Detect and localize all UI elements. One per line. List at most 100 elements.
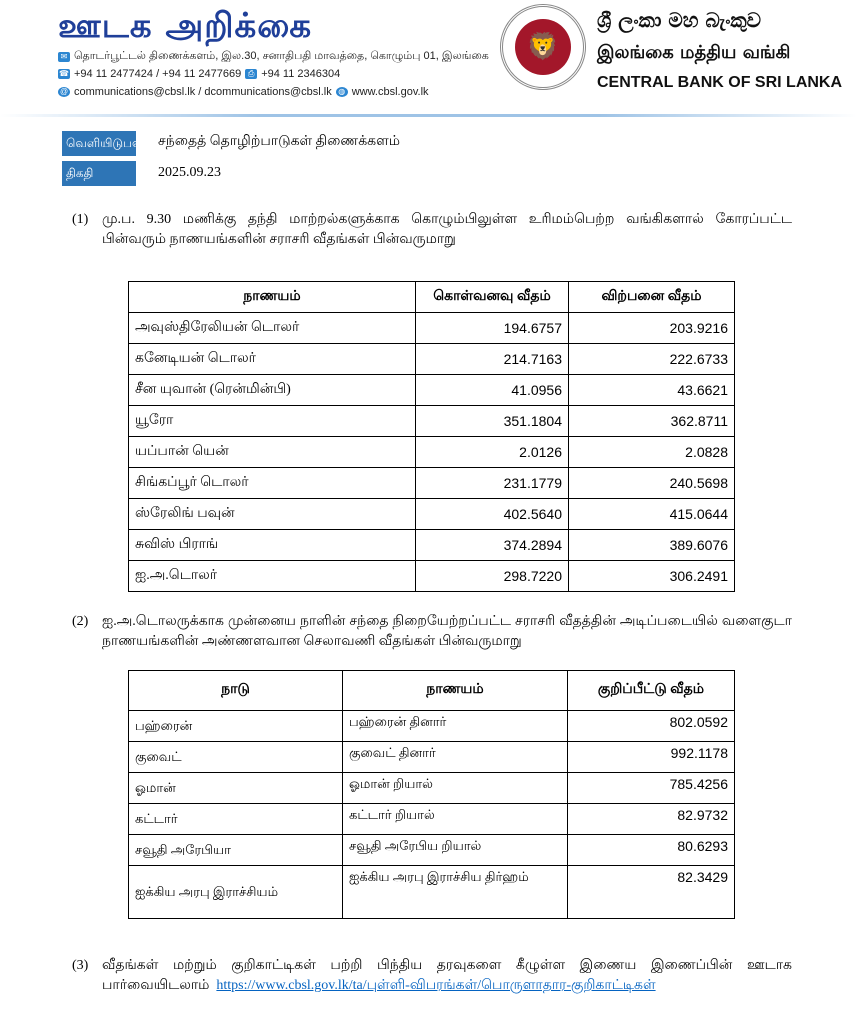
table-cell: 298.7220 [415,560,569,592]
date-label: திகதி [62,161,136,186]
table-cell: ஐக்கிய அரபு இராச்சிய திர்ஹம் [342,865,568,919]
table-cell: 992.1178 [567,741,735,773]
gulf-rates-table: நாடு நாணயம் குறிப்பீட்டு வீதம் பஹ்ரைன் பஹ்ர… [128,670,735,919]
section-3-text: (3) வீதங்கள் மற்றும் குறிகாட்டிகள் பற்றி … [72,956,792,996]
table-cell: சிங்கப்பூர் டொலர் [128,467,416,499]
table-cell: ஐக்கிய அரபு இராச்சியம் [128,865,343,919]
table-row: சீன யுவான் (ரென்மின்பி) 41.0956 43.6621 [128,374,735,406]
date: 2025.09.23 [158,165,221,180]
table-cell: 785.4256 [567,772,735,804]
table-cell: பஹ்ரைன் தினார் [342,710,568,742]
section-number: (2) [72,614,89,629]
table-row: சுவிஸ் பிராங் 374.2894 389.6076 [128,529,735,561]
table-cell: 41.0956 [415,374,569,406]
issued-by-label: வெளியிடுபவர் [62,131,150,156]
table-row: ஐ.அ.டொலர் 298.7220 306.2491 [128,560,735,592]
phone-line: ☎ +94 11 2477424 / +94 11 2477669 ⎙ +94 11 … [58,68,340,80]
table-cell: 80.6293 [567,834,735,866]
fax-icon: ⎙ [245,69,258,79]
cbsl-seal-logo: 🦁 [500,4,586,90]
mail-icon: ✉ [58,52,70,62]
table-cell: 2.0828 [568,436,735,468]
section-number: (3) [72,958,89,973]
table-cell: 43.6621 [568,374,735,406]
email-line: @ communications@cbsl.lk / dcommunication… [58,86,429,98]
table-cell: அவுஸ்திரேலியன் டொலர் [128,312,416,344]
col-header: நாடு [128,670,343,711]
table-row: ஸ்ரேலிங் பவுன் 402.5640 415.0644 [128,498,735,530]
paragraph: மு.ப. 9.30 மணிக்கு தந்தி மாற்றல்களுக்காக… [102,212,792,247]
table-cell: 802.0592 [567,710,735,742]
table-cell: ஸ்ரேலிங் பவுன் [128,498,416,530]
table-cell: ஓமான் [128,772,343,804]
table-row: கனேடியன் டொலர் 214.7163 222.6733 [128,343,735,375]
bank-name-english: CENTRAL BANK OF SRI LANKA [597,74,843,91]
table-row: ஓமான் ஓமான் றியால் 785.4256 [128,772,735,804]
economic-indicators-link[interactable]: https://www.cbsl.gov.lk/ta/புள்ளி-விபரங்… [216,978,656,993]
col-header: விற்பனை வீதம் [568,281,735,313]
table-cell: கட்டார் [128,803,343,835]
issued-by: சந்தைத் தொழிற்பாடுகள் திணைக்களம் [158,134,401,149]
table-cell: 2.0126 [415,436,569,468]
table-cell: 222.6733 [568,343,735,375]
table-cell: சுவிஸ் பிராங் [128,529,416,561]
at-icon: @ [58,87,70,97]
table-cell: 240.5698 [568,467,735,499]
table-cell: 351.1804 [415,405,569,437]
address: தொடர்பூட்டல் திணைக்களம், இல.30, சனாதிபதி… [74,50,489,62]
exchange-rates-table: நாணயம் கொள்வனவு வீதம் விற்பனை வீதம் அவுஸ்த… [128,281,735,592]
section-1-text: (1) மு.ப. 9.30 மணிக்கு தந்தி மாற்றல்களுக்… [72,210,792,250]
col-header: நாணயம் [128,281,416,313]
table-cell: 231.1779 [415,467,569,499]
table-cell: 82.9732 [567,803,735,835]
fax: +94 11 2346304 [261,68,341,80]
table-header-row: நாடு நாணயம் குறிப்பீட்டு வீதம் [128,670,735,711]
table-row: சவூதி அரேபியா சவூதி அரேபிய றியால் 80.6293 [128,834,735,866]
table-cell: 214.7163 [415,343,569,375]
header-divider [0,114,857,117]
globe-icon: ◍ [335,87,348,97]
table-cell: சவூதி அரேபியா [128,834,343,866]
table-row: யூரோ 351.1804 362.8711 [128,405,735,437]
paragraph: வீதங்கள் மற்றும் குறிகாட்டிகள் பற்றி பிந… [102,958,792,993]
table-row: சிங்கப்பூர் டொலர் 231.1779 240.5698 [128,467,735,499]
col-header: கொள்வனவு வீதம் [415,281,569,313]
website[interactable]: www.cbsl.gov.lk [351,86,429,98]
emails[interactable]: communications@cbsl.lk / dcommunications… [74,86,332,98]
table-cell: குவைட் தினார் [342,741,568,773]
bank-name-tamil: இலங்கை மத்திய வங்கி [597,42,791,63]
table-cell: 82.3429 [567,865,735,919]
bank-name-sinhala: ශ්‍රී ලංකා මහ බැංකුව [597,8,762,32]
section-2-text: (2) ஐ.அ.டொலருக்காக முன்னைய நாளின் சந்தை ந… [72,612,792,652]
table-header-row: நாணயம் கொள்வனவு வீதம் விற்பனை வீதம் [128,281,735,313]
table-cell: கனேடியன் டொலர் [128,343,416,375]
table-cell: குவைட் [128,741,343,773]
table-cell: 362.8711 [568,405,735,437]
col-header: நாணயம் [342,670,568,711]
table-cell: 203.9216 [568,312,735,344]
phones: +94 11 2477424 / +94 11 2477669 [74,68,242,80]
table-cell: பஹ்ரைன் [128,710,343,742]
lion-emblem-icon: 🦁 [515,19,571,75]
table-row: பஹ்ரைன் பஹ்ரைன் தினார் 802.0592 [128,710,735,742]
table-cell: கட்டார் றியால் [342,803,568,835]
table-row: குவைட் குவைட் தினார் 992.1178 [128,741,735,773]
table-cell: 402.5640 [415,498,569,530]
col-header: குறிப்பீட்டு வீதம் [567,670,735,711]
table-row: அவுஸ்திரேலியன் டொலர் 194.6757 203.9216 [128,312,735,344]
table-cell: யப்பான் யென் [128,436,416,468]
table-row: கட்டார் கட்டார் றியால் 82.9732 [128,803,735,835]
section-number: (1) [72,212,89,227]
paragraph: ஐ.அ.டொலருக்காக முன்னைய நாளின் சந்தை நிறை… [102,614,792,649]
phone-icon: ☎ [58,69,70,79]
table-cell: 415.0644 [568,498,735,530]
table-cell: 374.2894 [415,529,569,561]
table-cell: சவூதி அரேபிய றியால் [342,834,568,866]
table-cell: சீன யுவான் (ரென்மின்பி) [128,374,416,406]
table-cell: ஓமான் றியால் [342,772,568,804]
table-cell: யூரோ [128,405,416,437]
table-row: ஐக்கிய அரபு இராச்சியம் ஐக்கிய அரபு இராச்ச… [128,865,735,919]
table-row: யப்பான் யென் 2.0126 2.0828 [128,436,735,468]
table-cell: ஐ.அ.டொலர் [128,560,416,592]
table-cell: 389.6076 [568,529,735,561]
